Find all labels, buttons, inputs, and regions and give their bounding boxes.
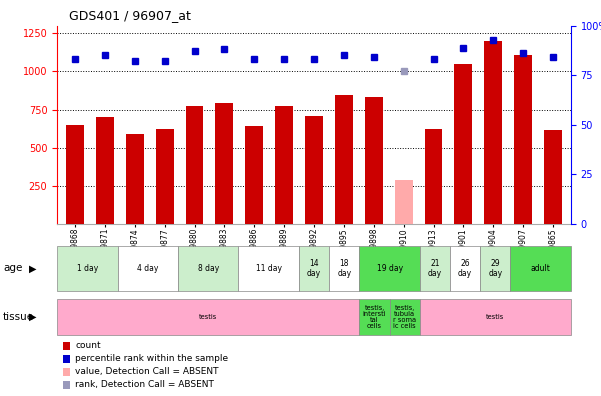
Text: 21
day: 21 day — [428, 259, 442, 278]
Bar — [126, 134, 144, 224]
Text: value, Detection Call = ABSENT: value, Detection Call = ABSENT — [75, 367, 219, 376]
Bar — [544, 130, 562, 224]
Text: 8 day: 8 day — [198, 264, 219, 273]
Bar — [186, 106, 204, 224]
Text: 4 day: 4 day — [137, 264, 159, 273]
Bar — [215, 103, 233, 224]
Text: testis,
tubula
r soma
ic cells: testis, tubula r soma ic cells — [393, 305, 416, 329]
Bar — [514, 55, 532, 224]
Bar — [510, 246, 571, 291]
Bar — [480, 246, 510, 291]
Bar — [305, 116, 323, 224]
Text: 18
day: 18 day — [337, 259, 352, 278]
Bar — [96, 117, 114, 224]
Bar — [365, 97, 383, 224]
Text: testis,
intersti
tal
cells: testis, intersti tal cells — [362, 305, 386, 329]
Text: 19 day: 19 day — [377, 264, 403, 273]
Text: testis: testis — [199, 314, 218, 320]
Text: adult: adult — [531, 264, 551, 273]
Bar — [420, 246, 450, 291]
Bar — [335, 95, 353, 224]
Bar — [450, 246, 480, 291]
Bar — [395, 180, 413, 224]
Bar — [299, 246, 329, 291]
Text: 29
day: 29 day — [489, 259, 502, 278]
Text: 11 day: 11 day — [255, 264, 282, 273]
Bar — [57, 299, 359, 335]
Text: ▶: ▶ — [29, 263, 36, 273]
Bar — [118, 246, 178, 291]
Bar — [239, 246, 299, 291]
Bar — [484, 41, 502, 224]
Text: GDS401 / 96907_at: GDS401 / 96907_at — [69, 9, 191, 22]
Bar — [454, 64, 472, 224]
Bar — [420, 299, 571, 335]
Bar — [57, 246, 118, 291]
Text: 26
day: 26 day — [458, 259, 472, 278]
Text: rank, Detection Call = ABSENT: rank, Detection Call = ABSENT — [75, 381, 214, 389]
Text: count: count — [75, 341, 101, 350]
Text: tissue: tissue — [3, 312, 34, 322]
Bar — [156, 129, 174, 224]
Bar — [359, 246, 420, 291]
Text: percentile rank within the sample: percentile rank within the sample — [75, 354, 228, 363]
Text: 14
day: 14 day — [307, 259, 321, 278]
Bar — [275, 107, 293, 224]
Bar — [359, 299, 389, 335]
Text: ▶: ▶ — [29, 312, 36, 322]
Bar — [329, 246, 359, 291]
Text: testis: testis — [486, 314, 504, 320]
Text: age: age — [3, 263, 22, 273]
Text: 1 day: 1 day — [77, 264, 98, 273]
Bar — [245, 126, 263, 224]
Bar — [389, 299, 420, 335]
Bar — [66, 125, 84, 224]
Bar — [178, 246, 239, 291]
Bar — [424, 129, 442, 224]
